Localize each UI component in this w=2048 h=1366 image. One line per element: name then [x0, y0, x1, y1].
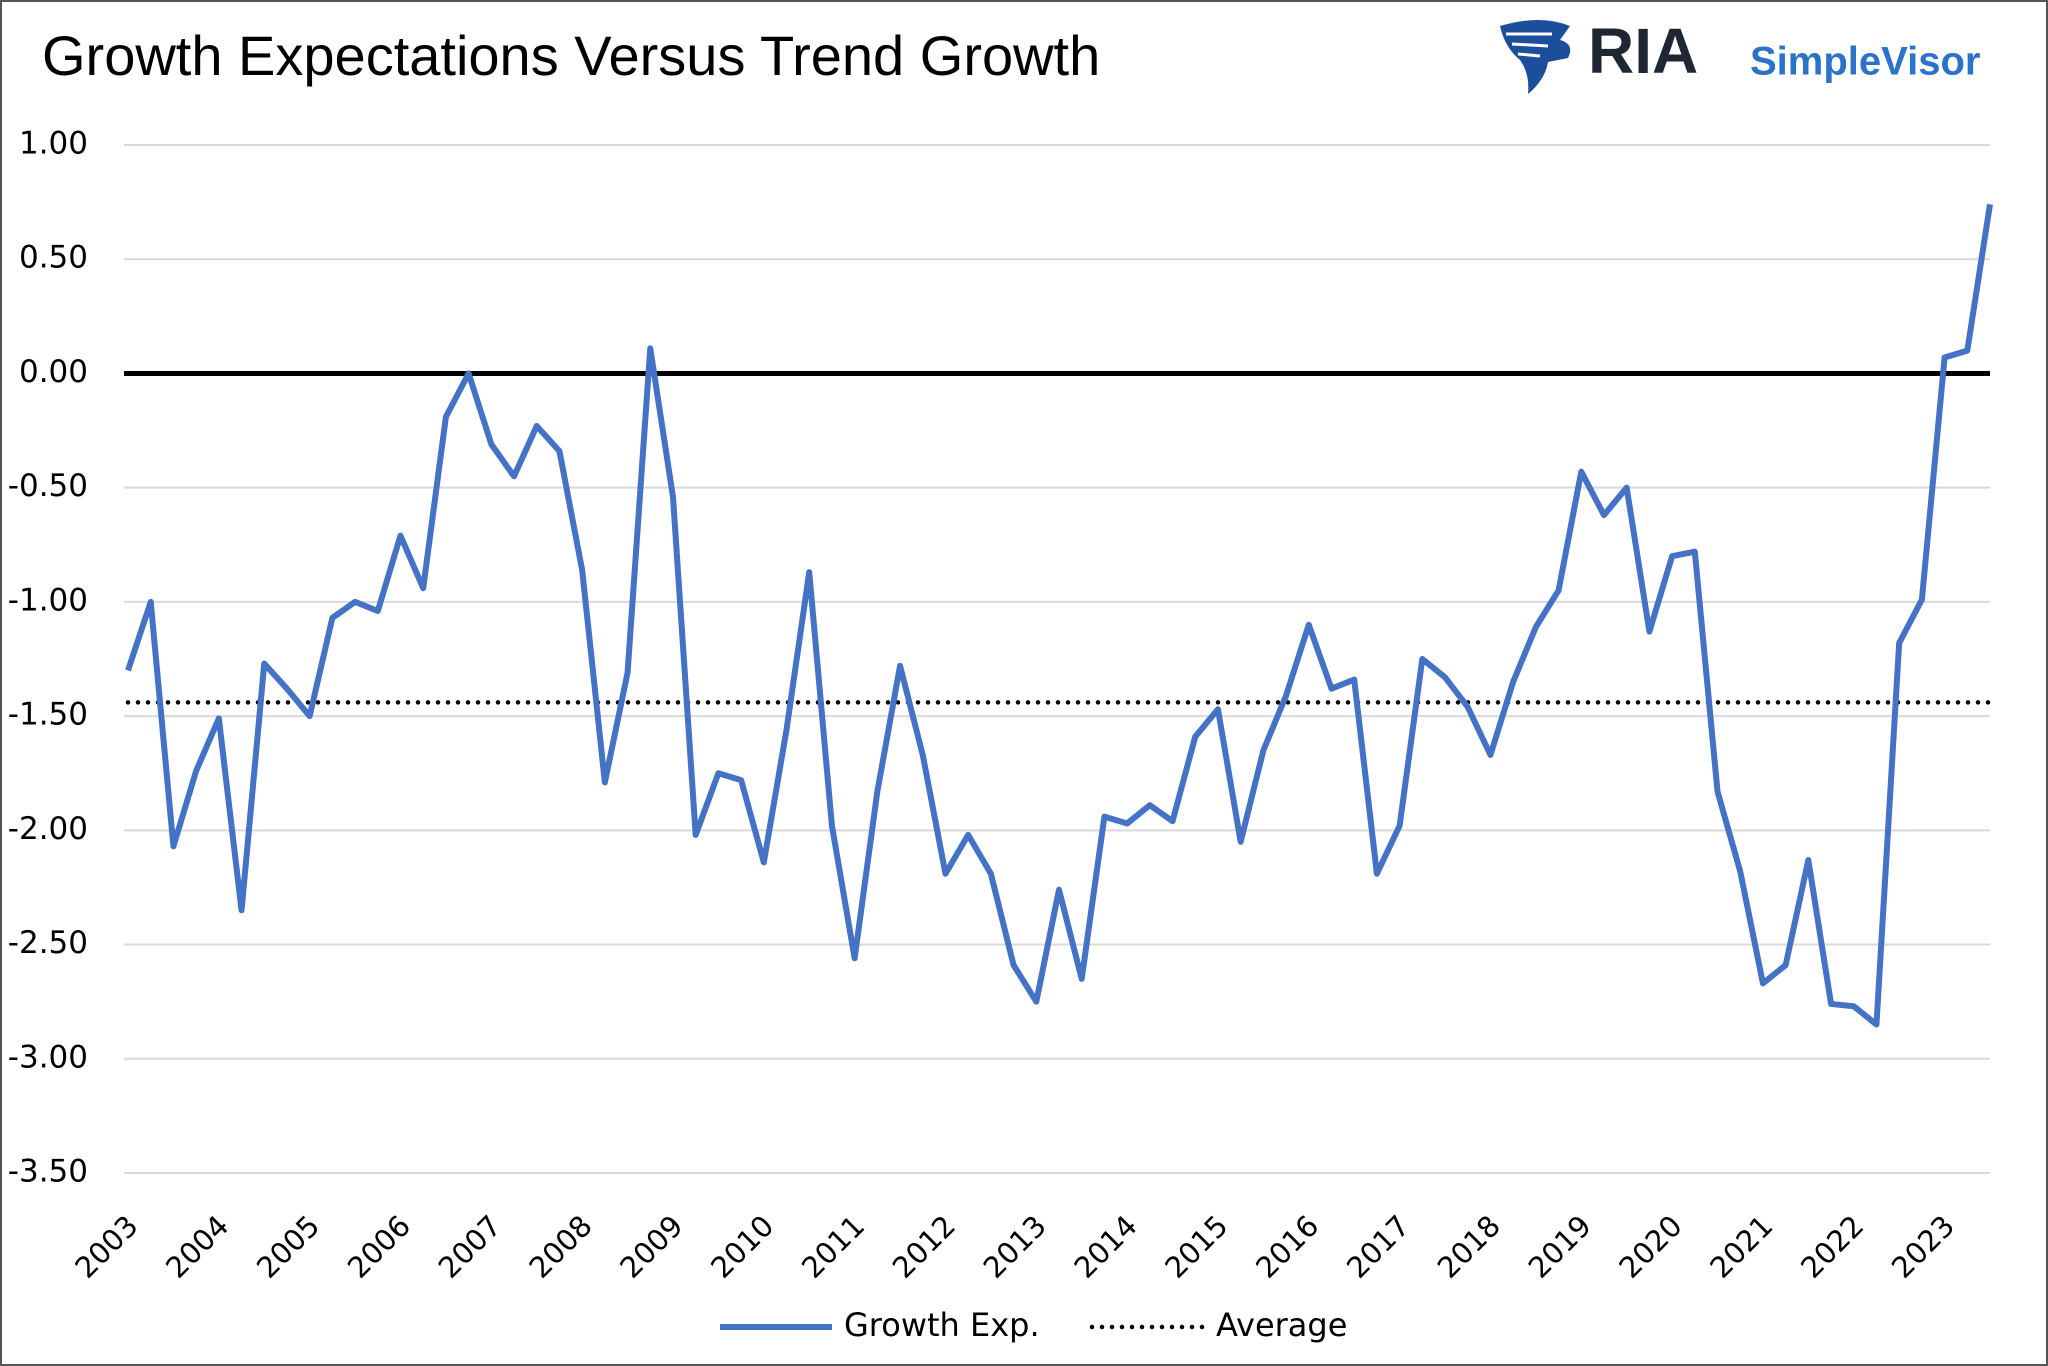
y-tick-label: 0.50	[19, 240, 88, 276]
logo: RIA SimpleVisor	[1500, 15, 1980, 94]
y-tick-label: -2.50	[8, 925, 88, 961]
y-tick-label: 1.00	[19, 126, 88, 162]
y-tick-label: -3.00	[8, 1039, 88, 1075]
legend-label: Average	[1216, 1306, 1347, 1344]
data-line	[125, 203, 1993, 1028]
y-tick-label: -2.00	[8, 811, 88, 847]
logo-text: RIA	[1588, 15, 1698, 87]
y-tick-label: -0.50	[8, 468, 88, 504]
legend-label: Growth Exp.	[844, 1306, 1040, 1344]
y-tick-label: 0.00	[19, 354, 88, 390]
y-tick-label: -3.50	[8, 1154, 88, 1190]
logo-subtext: SimpleVisor	[1750, 40, 1980, 84]
logo-eagle-lines	[1506, 32, 1552, 58]
y-tick-label: -1.00	[8, 582, 88, 618]
chart-title: Growth Expectations Versus Trend Growth	[42, 24, 1100, 87]
y-tick-label: -1.50	[8, 697, 88, 733]
